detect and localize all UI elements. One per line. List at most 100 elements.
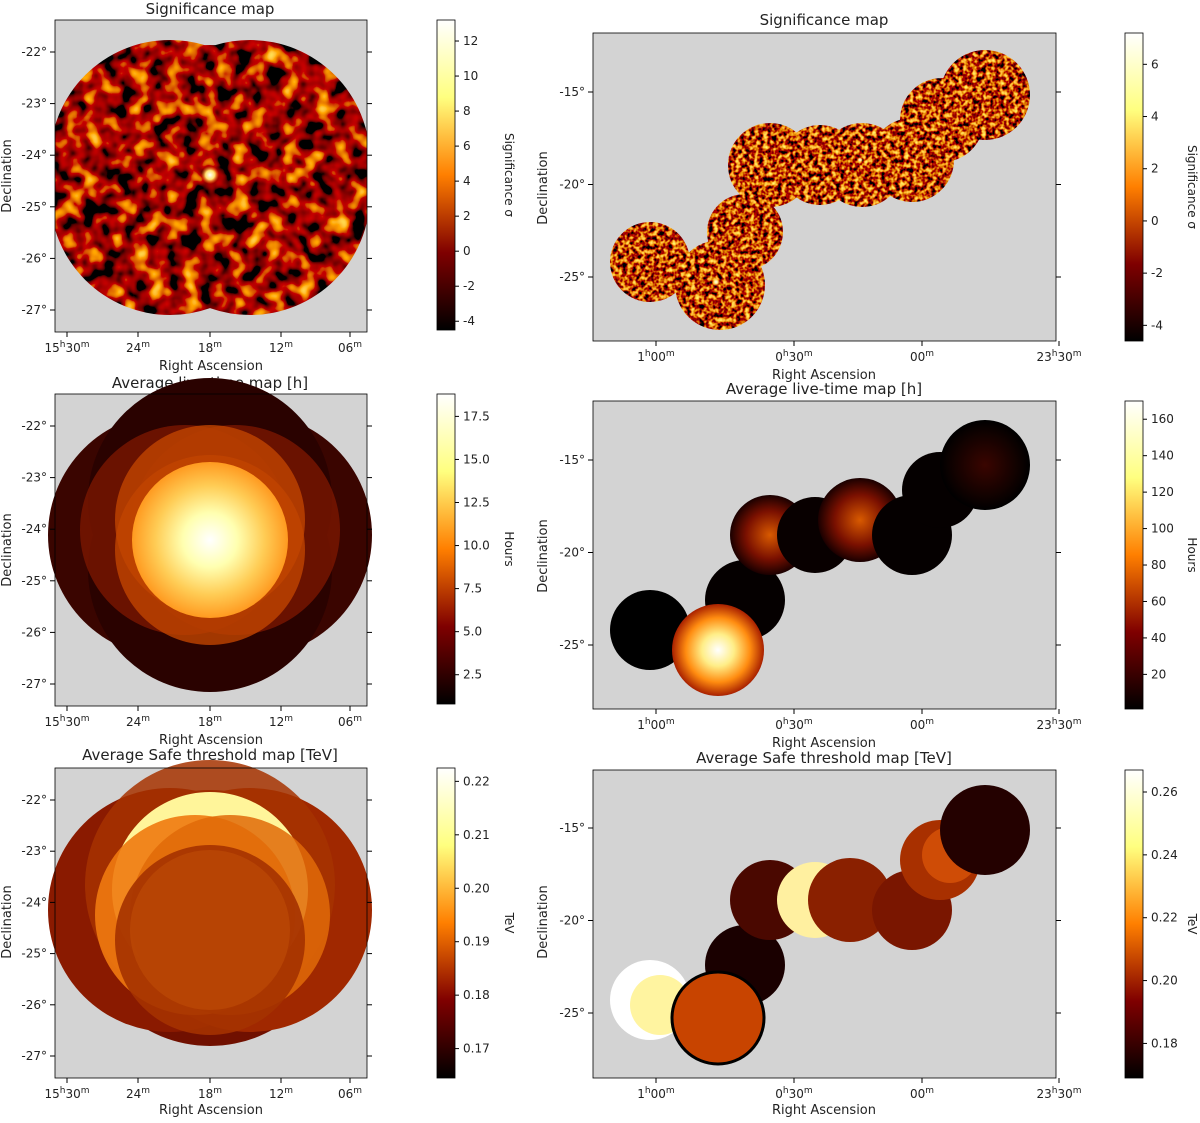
- y-tick-label: -23°: [21, 471, 47, 485]
- colorbar-label: Hours: [1185, 537, 1199, 572]
- colorbar-tick-label: 0.22: [1151, 911, 1178, 925]
- colorbar-label: Significance σ: [502, 133, 516, 217]
- x-tick-label: 0h​30m​: [775, 717, 812, 732]
- y-tick-label: -22°: [21, 45, 47, 59]
- colorbar-tick-label: 140: [1151, 449, 1174, 463]
- panel-title: Significance map: [760, 11, 889, 29]
- colorbar-tick-label: -4: [463, 314, 475, 328]
- colorbar-tick-label: 0.22: [463, 774, 490, 788]
- x-tick-label: 15h​30m​: [44, 340, 89, 355]
- y-axis-label: Declination: [536, 885, 551, 959]
- colorbar-tick-label: -4: [1151, 318, 1163, 332]
- y-tick-label: -23°: [21, 97, 47, 111]
- colorbar: [436, 393, 456, 705]
- x-tick-label: 00m​: [910, 349, 934, 364]
- x-tick-label: 06m​: [338, 1086, 362, 1101]
- colorbar-tick-label: 40: [1151, 631, 1166, 645]
- panel-significance-right: Significance map -15° -20° -25° 1h​00m​ 0h​…: [536, 11, 1082, 383]
- colorbar: [1124, 32, 1144, 342]
- colorbar-tick-label: 160: [1151, 412, 1174, 426]
- colorbar-tick-label: 0.20: [463, 881, 490, 895]
- colorbar-tick-label: 7.5: [463, 582, 482, 596]
- panel-title: Average live-time map [h]: [726, 380, 922, 398]
- livetime-footprint: [610, 420, 1030, 696]
- panel-threshold-right: Average Safe threshold map [TeV] -15° -20…: [536, 749, 1082, 1118]
- x-axis-label: Right Ascension: [159, 733, 263, 748]
- colorbar-tick-label: 0.19: [463, 935, 490, 949]
- y-tick-label: -24°: [21, 895, 47, 909]
- panel-livetime-left: Average live-time map [h] -22°-23°-24°-2…: [0, 374, 372, 748]
- y-axis-label: Declination: [536, 151, 551, 225]
- colorbar-tick-label: 10.0: [463, 539, 490, 553]
- x-tick-label: 1h​00m​: [637, 349, 674, 364]
- x-tick-label: 18m​: [198, 714, 222, 729]
- source-hotspot: [857, 157, 863, 163]
- y-tick-label: -25°: [21, 574, 47, 588]
- source-hotspot: [201, 166, 219, 184]
- y-tick-label: -23°: [21, 844, 47, 858]
- colorbar-tick-label: 0.21: [463, 828, 490, 842]
- colorbar-label: TeV: [1185, 913, 1199, 936]
- colorbar-tick-label: 8: [463, 104, 471, 118]
- x-tick-label: 00m​: [910, 717, 934, 732]
- x-tick-label: 24m​: [126, 340, 150, 355]
- panel-livetime-right: Average live-time map [h] -15° -20° -25° 1…: [536, 380, 1082, 751]
- x-tick-label: 12m​: [269, 714, 293, 729]
- panel-title: Significance map: [146, 0, 275, 18]
- y-tick-label: -20°: [559, 914, 585, 928]
- y-tick-label: -15°: [559, 85, 585, 99]
- colorbar-tick-label: 80: [1151, 558, 1166, 572]
- colorbar-tick-label: 0.18: [1151, 1036, 1178, 1050]
- y-tick-label: -26°: [21, 251, 47, 265]
- colorbar: [436, 767, 456, 1079]
- colorbar-tick-label: 4: [463, 174, 471, 188]
- colorbar-label: TeV: [502, 912, 516, 935]
- x-tick-label: 00m​: [910, 1086, 934, 1101]
- x-tick-label: 18m​: [198, 340, 222, 355]
- colorbar-tick-label: 0.26: [1151, 785, 1178, 799]
- y-tick-label: -25°: [559, 1006, 585, 1020]
- y-tick-label: -15°: [559, 821, 585, 835]
- colorbar-tick-label: 20: [1151, 667, 1166, 681]
- y-tick-label: -27°: [21, 1049, 47, 1063]
- y-axis-label: Declination: [0, 139, 15, 213]
- colorbar-tick-label: 0: [1151, 214, 1159, 228]
- x-tick-label: 1h​00m​: [637, 1086, 674, 1101]
- x-tick-label: 06m​: [338, 714, 362, 729]
- threshold-footprint: [48, 760, 372, 1046]
- y-tick-label: -27°: [21, 677, 47, 691]
- colorbar-tick-label: 17.5: [463, 409, 490, 423]
- colorbar-tick-label: 6: [1151, 57, 1159, 71]
- colorbar-tick-label: 10: [463, 69, 478, 83]
- x-axis-label: Right Ascension: [772, 736, 876, 751]
- colorbar-tick-label: 5.0: [463, 625, 482, 639]
- y-tick-label: -25°: [559, 638, 585, 652]
- x-tick-label: 23h​30m​: [1036, 717, 1081, 732]
- x-tick-label: 12m​: [269, 340, 293, 355]
- y-axis-label: Declination: [536, 519, 551, 593]
- y-tick-label: -27°: [21, 303, 47, 317]
- x-tick-label: 23h​30m​: [1036, 349, 1081, 364]
- panel-title: Average Safe threshold map [TeV]: [696, 749, 952, 767]
- y-tick-label: -15°: [559, 453, 585, 467]
- colorbar-tick-label: 2: [1151, 162, 1159, 176]
- panel-title: Average Safe threshold map [TeV]: [82, 746, 338, 764]
- y-tick-label: -20°: [559, 178, 585, 192]
- y-axis-label: Declination: [0, 885, 15, 959]
- panel-significance-left: Significance map -22° -23° -24° -25° -26° -27…: [0, 0, 372, 374]
- x-axis-label: Right Ascension: [159, 359, 263, 374]
- significance-field: [55, 40, 367, 315]
- colorbar-tick-label: 120: [1151, 485, 1174, 499]
- panel-threshold-left: Average Safe threshold map [TeV] -22° -23…: [0, 746, 372, 1118]
- x-axis-label: Right Ascension: [772, 368, 876, 383]
- y-tick-label: -25°: [559, 270, 585, 284]
- colorbar-tick-label: 0.20: [1151, 974, 1178, 988]
- colorbar-tick-label: 2.5: [463, 668, 482, 682]
- colorbar-tick-label: 0.17: [463, 1042, 490, 1056]
- colorbar-tick-label: 100: [1151, 522, 1174, 536]
- x-tick-label: 0h​30m​: [775, 1086, 812, 1101]
- colorbar-tick-label: -2: [463, 279, 475, 293]
- x-tick-label: 15h​30m​: [44, 714, 89, 729]
- colorbar-tick-label: 60: [1151, 594, 1166, 608]
